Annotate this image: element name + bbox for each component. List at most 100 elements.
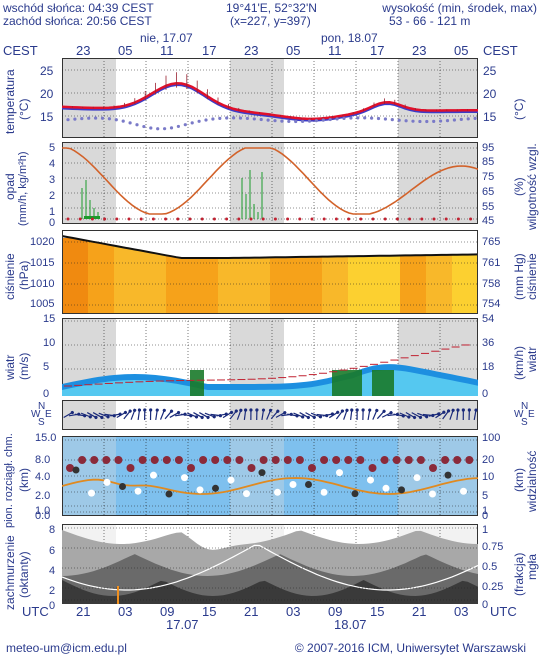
cloud-base-dot: [453, 456, 462, 464]
wind-arrow: [98, 412, 110, 419]
wind-arrow: [328, 410, 340, 419]
wind-direction-chart: [62, 400, 483, 430]
dew-point-dot: [363, 116, 367, 120]
timezone-left-bottom: UTC: [22, 604, 49, 619]
bottom-hour-4: 21: [244, 604, 259, 619]
pressure-chart: [61, 230, 483, 314]
temp-tick-left-25: 25: [40, 64, 54, 78]
low-cloud-dot: [119, 483, 126, 491]
wind-arrow: [80, 412, 92, 419]
bottom-hour-7: 15: [370, 604, 385, 619]
cloud-base-dot: [102, 456, 111, 464]
wind-arrow: [456, 408, 460, 421]
wind-arrow: [116, 410, 128, 419]
fog-tick-right-3: 0.25: [482, 581, 504, 593]
wind-panel: [62, 318, 483, 396]
low-cloud-dot: [181, 474, 188, 482]
precip-zero-dot: [164, 217, 168, 221]
wind-arrow: [236, 408, 243, 420]
dew-point-dot: [73, 117, 77, 121]
wind-tick-right-2: 18: [482, 361, 495, 373]
dew-point-dot: [356, 116, 360, 120]
cloud-base-dot: [223, 456, 232, 464]
precipitation-chart: [62, 142, 483, 224]
cloud-base-dot: [66, 464, 74, 472]
dew-point-dot: [107, 117, 111, 121]
cloud-panel: [61, 524, 483, 604]
low-cloud-dot: [258, 469, 266, 477]
dew-point-dot: [273, 119, 277, 123]
visibility-chart: [61, 436, 483, 516]
temp-tick-right-20: 20: [483, 87, 497, 101]
fog-tick-right-4: 0: [482, 599, 489, 611]
pressure-tick-left-2: 1010: [30, 278, 55, 290]
precip-zero-dot: [127, 217, 131, 221]
dew-point-dot: [370, 116, 374, 120]
pressure-tick-right-1: 761: [482, 257, 501, 269]
wind-arrow: [435, 410, 446, 419]
wind-arrow: [243, 408, 248, 421]
dew-point-dot: [197, 119, 201, 123]
dew-point-dot: [80, 116, 84, 121]
wind-arrow: [275, 411, 287, 418]
precip-zero-dot: [225, 217, 229, 221]
precip-unit-left: (mm/h, kg/m²h): [17, 151, 29, 226]
cloud-base-tick-left-1: 8.0: [35, 454, 51, 466]
temperature-panel: [61, 58, 483, 138]
dew-point-dot: [439, 119, 443, 123]
wind-arrow: [255, 408, 259, 421]
precip-zero-dot: [261, 217, 265, 221]
wind-arrow: [293, 412, 305, 419]
precip-zero-dot: [420, 217, 424, 221]
cloud-axis-label: zachmurzenie: [3, 535, 17, 610]
precip-zero-dot: [139, 217, 143, 221]
copyright-text: © 2007-2016 ICM, Uniwersytet Warszawski: [294, 641, 526, 655]
cloud-base-tick-left-0: 15.0: [35, 432, 57, 444]
bottom-hour-9: 03: [454, 604, 469, 619]
precip-zero-dot: [456, 217, 460, 221]
precip-zero-dot: [469, 217, 473, 221]
cloud-base-dot: [308, 464, 316, 472]
wind-arrow: [270, 409, 280, 420]
wind-arrow: [361, 408, 365, 421]
precip-zero-dot: [334, 217, 338, 221]
pressure-panel: [61, 230, 483, 314]
dew-point-dot: [404, 119, 408, 123]
temp-tick-left-20: 20: [40, 87, 54, 101]
dew-point-dot: [94, 116, 98, 120]
low-cloud-dot: [103, 478, 111, 486]
cloud-base-dot: [295, 456, 304, 464]
precip-zero-dot: [151, 217, 155, 221]
visibility-unit: (km): [512, 468, 526, 492]
date-label-1: 17.07: [166, 617, 199, 632]
night-shading: [62, 58, 116, 138]
contact-email-link[interactable]: meteo-um@icm.edu.pl: [6, 641, 127, 655]
precip-zero-dot: [347, 217, 351, 221]
wdir-left-n: N: [38, 401, 46, 412]
low-cloud-dot: [320, 488, 328, 496]
wind-arrow: [130, 408, 137, 420]
wind-arrow: [266, 408, 273, 420]
cloud-base-dot: [283, 456, 292, 464]
low-cloud-dot: [398, 486, 405, 494]
wind-arrow: [204, 412, 216, 419]
precip-tick-left-5: 0: [49, 217, 56, 229]
precip-zero-dot: [359, 217, 363, 221]
cloud-base-dot: [78, 456, 87, 464]
dew-point-dot: [149, 126, 153, 130]
humidity-tick-right-5: 45: [482, 215, 495, 227]
altitude-values: 53 - 66 - 121 m: [389, 14, 471, 28]
precip-zero-dot: [395, 217, 399, 221]
top-hour-5: 05: [286, 43, 301, 58]
panel-frame: [62, 400, 478, 430]
wind-arrow: [123, 409, 132, 420]
precip-zero-dot: [188, 217, 192, 221]
temp-tick-left-15: 15: [40, 110, 54, 124]
wind-arrow: [467, 408, 471, 421]
wind-direction-panel: [62, 400, 483, 430]
cloud-base-dot: [404, 456, 413, 464]
wind-arrow: [449, 408, 455, 420]
top-hour-3: 17: [202, 43, 217, 58]
dew-point-dot: [66, 118, 70, 122]
pressure-fill-band: [62, 238, 88, 314]
